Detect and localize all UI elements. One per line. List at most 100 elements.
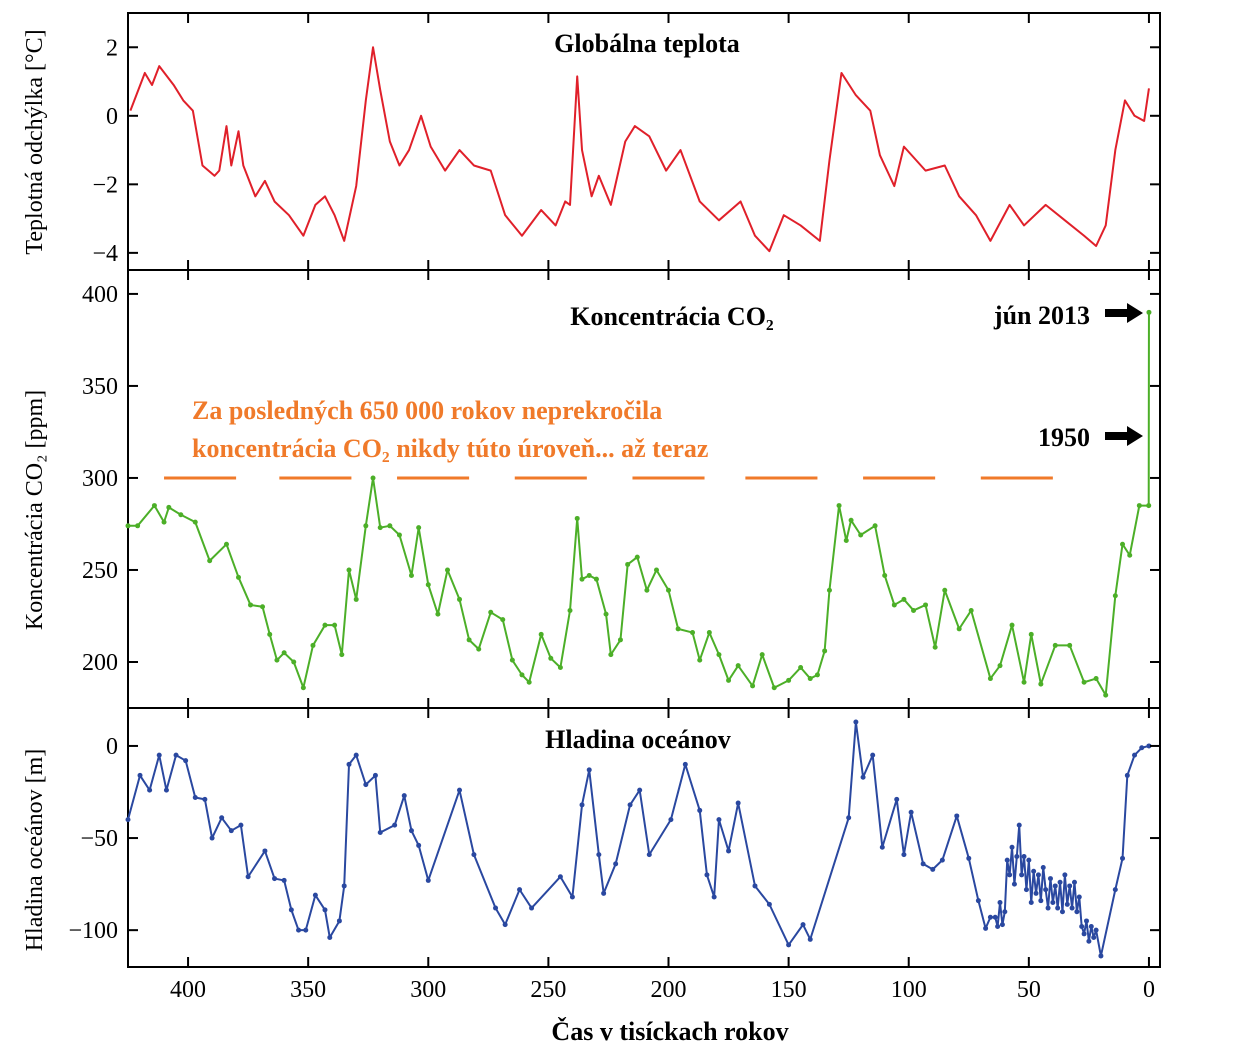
data-point-sea-level — [1088, 923, 1094, 929]
data-point-co2 — [726, 677, 732, 683]
data-point-co2 — [396, 532, 402, 538]
data-point-sea-level — [1086, 938, 1092, 944]
x-tick-label: 0 — [1143, 977, 1155, 1003]
y-tick-label: 200 — [82, 650, 118, 676]
data-point-sea-level — [1069, 905, 1075, 911]
data-point-co2 — [274, 657, 280, 663]
data-point-co2 — [666, 587, 672, 593]
x-tick-label: 250 — [530, 977, 566, 1003]
data-point-sea-level — [1023, 887, 1029, 893]
data-point-co2 — [488, 609, 494, 615]
data-point-sea-level — [860, 774, 866, 780]
data-point-co2 — [911, 607, 917, 613]
data-point-sea-level — [1064, 901, 1070, 907]
data-point-sea-level — [245, 874, 251, 880]
data-point-co2 — [425, 582, 431, 588]
data-point-co2 — [178, 512, 184, 518]
data-point-sea-level — [579, 802, 585, 808]
data-point-sea-level — [613, 861, 619, 867]
label-1950: 1950 — [1038, 423, 1090, 452]
y-tick-label: 0 — [106, 104, 118, 130]
data-point-co2 — [1103, 692, 1109, 698]
data-point-sea-level — [557, 874, 563, 880]
data-point-sea-level — [156, 752, 162, 758]
data-point-co2 — [771, 685, 777, 691]
data-point-co2 — [166, 504, 172, 510]
data-point-sea-level — [517, 887, 523, 893]
data-point-co2 — [750, 683, 756, 689]
data-point-co2 — [300, 685, 306, 691]
data-point-sea-level — [930, 866, 936, 872]
data-point-sea-level — [1076, 894, 1082, 900]
data-point-co2 — [759, 652, 765, 658]
series-line-co2 — [128, 312, 1150, 697]
data-point-co2 — [260, 604, 266, 610]
data-point-co2 — [125, 523, 131, 529]
data-point-co2 — [617, 637, 623, 643]
data-point-co2 — [444, 567, 450, 573]
data-point-co2 — [942, 587, 948, 593]
data-point-sea-level — [637, 787, 643, 793]
data-point-co2 — [346, 567, 352, 573]
data-point-sea-level — [668, 817, 674, 823]
data-point-sea-level — [327, 935, 333, 941]
data-point-co2 — [872, 523, 878, 529]
data-point-co2 — [339, 652, 345, 658]
data-point-co2 — [836, 503, 842, 509]
right-arrow-icon — [1105, 426, 1143, 446]
y-tick-label: −100 — [68, 918, 118, 944]
data-point-sea-level — [163, 787, 169, 793]
data-point-co2 — [387, 523, 393, 529]
data-point-co2 — [891, 602, 897, 608]
data-point-sea-level — [997, 900, 1003, 906]
data-point-co2 — [807, 676, 813, 682]
y-tick-label: 0 — [106, 734, 118, 760]
data-point-co2 — [291, 659, 297, 665]
data-point-sea-level — [1067, 883, 1073, 889]
panel-title-temperature: Globálna teplota — [554, 29, 740, 58]
data-point-co2 — [675, 626, 681, 632]
data-point-sea-level — [281, 877, 287, 883]
data-point-sea-level — [1074, 909, 1080, 915]
data-point-co2 — [608, 652, 614, 658]
data-point-co2 — [1093, 676, 1099, 682]
data-point-co2 — [500, 617, 506, 623]
data-point-co2 — [567, 607, 573, 613]
y-tick-label: 350 — [82, 374, 118, 400]
data-point-co2 — [457, 596, 463, 602]
series-line-sea-level — [127, 721, 1150, 957]
data-point-sea-level — [1120, 855, 1126, 861]
data-point-sea-level — [697, 807, 703, 813]
data-point-co2 — [956, 626, 962, 632]
data-point-co2 — [1009, 622, 1015, 628]
data-point-sea-level — [416, 842, 422, 848]
data-point-sea-level — [425, 877, 431, 883]
data-point-sea-level — [147, 787, 153, 793]
data-point-sea-level — [870, 752, 876, 758]
data-point-sea-level — [1052, 883, 1058, 889]
data-point-sea-level — [1057, 879, 1063, 885]
data-point-co2 — [603, 611, 609, 617]
data-point-co2 — [1146, 309, 1152, 315]
data-point-sea-level — [502, 922, 508, 928]
data-point-sea-level — [346, 761, 352, 767]
label-jun-2013: jún 2013 — [993, 301, 1090, 330]
data-point-sea-level — [846, 815, 852, 821]
data-point-sea-level — [853, 719, 859, 725]
data-point-co2 — [223, 541, 229, 547]
data-point-co2 — [377, 525, 383, 531]
data-point-sea-level — [1055, 905, 1061, 911]
data-point-co2 — [822, 648, 828, 654]
data-point-co2 — [690, 630, 696, 636]
data-point-sea-level — [183, 758, 189, 764]
data-point-sea-level — [1028, 900, 1034, 906]
data-point-sea-level — [312, 892, 318, 898]
data-point-co2 — [1112, 593, 1118, 599]
data-point-co2 — [786, 677, 792, 683]
y-tick-label: 400 — [82, 282, 118, 308]
data-point-sea-level — [471, 852, 477, 858]
data-point-sea-level — [999, 922, 1005, 928]
panel-frame-co2 — [127, 269, 1161, 709]
data-point-co2 — [1067, 642, 1073, 648]
co2-annotation-line-2: koncentrácia CO₂ nikdy túto úroveň... až… — [192, 434, 708, 463]
